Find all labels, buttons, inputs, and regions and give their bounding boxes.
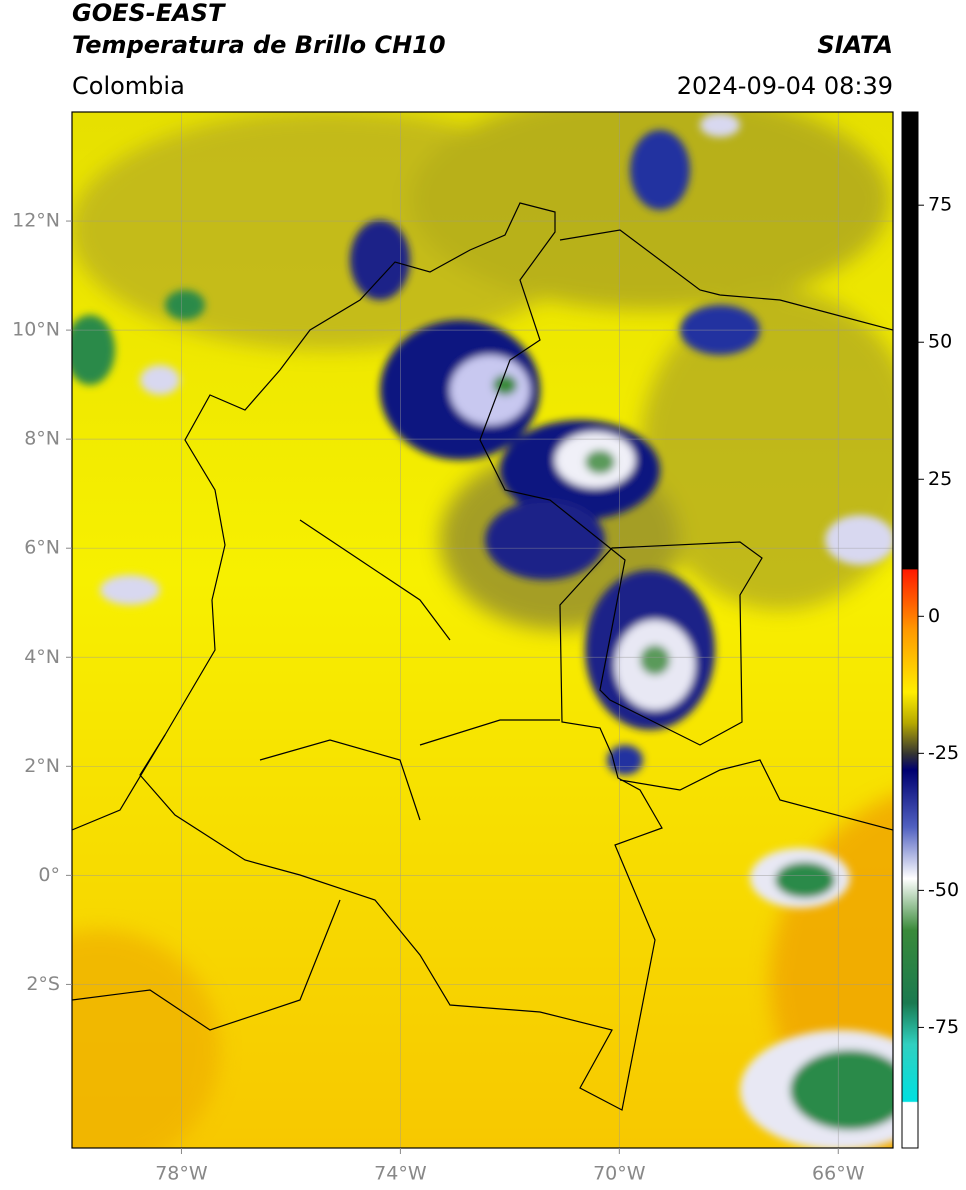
lat-tick-label: 8°N (24, 428, 60, 450)
lat-tick-label: 2°S (26, 973, 60, 995)
colorbar-tick-label: -50 (928, 879, 959, 901)
lon-tick-label: 74°W (374, 1163, 427, 1185)
colorbar-tick-label: 50 (928, 331, 952, 353)
region: Colombia (72, 72, 185, 100)
lon-tick-label: 78°W (155, 1163, 208, 1185)
colorbar (901, 111, 919, 1149)
agency: SIATA (817, 31, 893, 59)
datetime: 2024-09-04 08:39 (677, 72, 893, 100)
colorbar-tick-label: 25 (928, 468, 952, 490)
satellite-title: GOES-EAST (72, 0, 226, 27)
lat-tick-label: 2°N (24, 755, 60, 777)
lat-tick-label: 12°N (12, 210, 60, 232)
colorbar-tick-label: -25 (928, 742, 959, 764)
product-title: Temperatura de Brillo CH10 (72, 31, 446, 59)
colorbar-tick-label: -75 (928, 1016, 959, 1038)
lat-tick-label: 6°N (24, 537, 60, 559)
lat-tick-label: 10°N (12, 319, 60, 341)
lat-tick-label: 0° (38, 864, 60, 886)
coastline (72, 229, 893, 1031)
lat-tick-label: 4°N (24, 646, 60, 668)
colombia-border (139, 202, 763, 1111)
lon-tick-label: 70°W (593, 1163, 646, 1185)
colorbar-tick-label: 0 (928, 605, 940, 627)
lon-tick-label: 66°W (812, 1163, 865, 1185)
map-frame (71, 111, 894, 1149)
map-image (72, 112, 893, 1148)
colorbar-tick-label: 75 (928, 194, 952, 216)
